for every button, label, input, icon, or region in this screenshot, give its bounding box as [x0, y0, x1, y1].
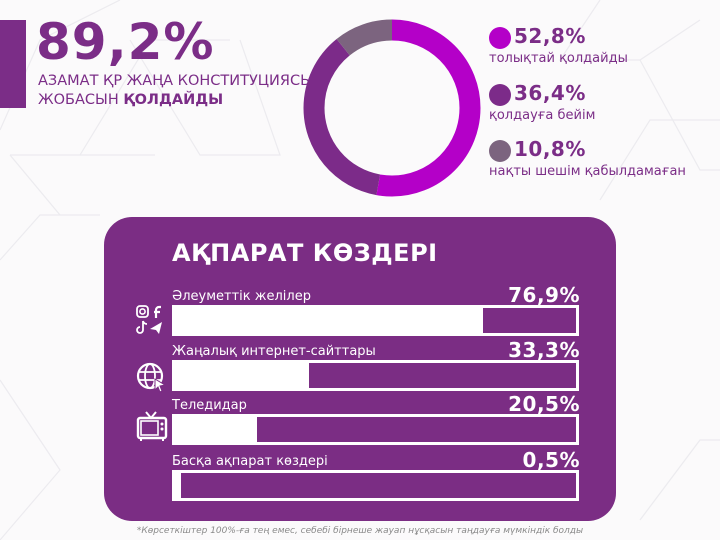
- legend-value: 10,8%: [514, 137, 586, 161]
- bar-track: [172, 414, 579, 445]
- legend-label: нақты шешім қабылдамаған: [489, 164, 686, 179]
- bar-fill: [175, 308, 484, 333]
- source-row-television: Теледидар 20,5%: [104, 392, 616, 454]
- footnote: *Көрсеткіштер 100%-ға тең емес, себебі б…: [136, 526, 584, 536]
- bar-track: [172, 360, 579, 391]
- donut-segment-1: [303, 19, 481, 197]
- bar-track: [172, 305, 579, 336]
- subtitle-emphasis: ҚОЛДАЙДЫ: [123, 92, 224, 108]
- bar-track: [172, 470, 579, 501]
- row-label: Теледидар: [172, 398, 247, 413]
- donut-segment-2: [303, 19, 481, 197]
- row-value: 20,5%: [508, 392, 580, 416]
- bar-fill: [175, 473, 181, 498]
- tv-icon: [136, 411, 168, 441]
- legend-dot-magenta-icon: [489, 27, 511, 49]
- row-value: 76,9%: [508, 283, 580, 307]
- globe-cursor-icon: [136, 362, 167, 393]
- source-row-social-media: Әлеуметтік желілер 76,9%: [104, 283, 616, 345]
- headline-subtitle: АЗАМАТ ҚР ЖАҢА КОНСТИТУЦИЯСЫ ЖОБАСЫН ҚОЛ…: [38, 72, 313, 110]
- info-sources-card: АҚПАРАТ КӨЗДЕРІ Әлеуметтік желілер 76,9%…: [104, 217, 616, 521]
- row-label: Әлеуметтік желілер: [172, 289, 311, 304]
- headline-percentage: 89,2%: [36, 13, 215, 71]
- legend-value: 36,4%: [514, 81, 586, 105]
- social-media-icon: [136, 305, 162, 334]
- source-row-news-websites: Жаңалық интернет-сайттары 33,3%: [104, 338, 616, 400]
- left-accent-bar: [0, 20, 26, 108]
- legend-value: 52,8%: [514, 24, 586, 48]
- legend-dot-gray-icon: [489, 140, 511, 162]
- legend-label: қолдауға бейім: [489, 108, 596, 123]
- legend-label: толықтай қолдайды: [489, 51, 628, 66]
- legend-dot-purple-icon: [489, 84, 511, 106]
- subtitle-line-1: АЗАМАТ ҚР ЖАҢА КОНСТИТУЦИЯСЫ: [38, 73, 313, 89]
- row-value: 0,5%: [522, 448, 580, 472]
- source-row-other: Басқа ақпарат көздері 0,5%: [104, 448, 616, 510]
- row-value: 33,3%: [508, 338, 580, 362]
- bar-fill: [175, 417, 258, 442]
- bar-fill: [175, 363, 309, 388]
- row-label: Басқа ақпарат көздері: [172, 454, 328, 469]
- donut-chart: [303, 19, 481, 197]
- row-label: Жаңалық интернет-сайттары: [172, 344, 376, 359]
- card-title: АҚПАРАТ КӨЗДЕРІ: [172, 239, 438, 267]
- subtitle-line-2: ЖОБАСЫН ҚОЛДАЙДЫ: [38, 92, 224, 108]
